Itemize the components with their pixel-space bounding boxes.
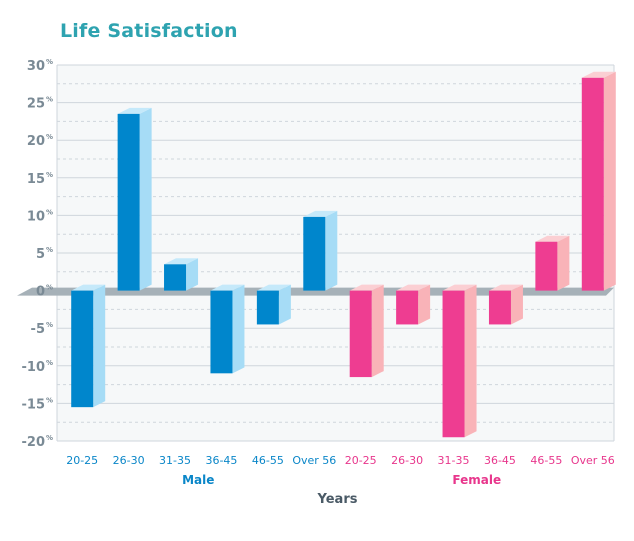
bar-female-over-56 (581, 77, 604, 291)
y-tick-label: 10 (27, 209, 45, 224)
y-tick-unit: % (46, 171, 53, 179)
y-tick-label: -10 (22, 360, 46, 375)
bar-top (117, 107, 152, 114)
bar-male-31-35 (164, 264, 187, 291)
bar-side (325, 210, 338, 291)
x-tick-label: 36-45 (205, 454, 237, 467)
bar-side (278, 284, 291, 325)
bar-top (164, 258, 199, 265)
bar-side (510, 284, 523, 325)
x-axis-title: Years (317, 492, 358, 507)
group-label-female: Female (452, 473, 501, 487)
bar-female-36-45 (488, 290, 511, 325)
x-tick-label: 20-25 (345, 454, 377, 467)
y-tick-unit: % (46, 246, 53, 254)
bar-top (303, 210, 338, 217)
bar-male-20-25 (71, 290, 94, 408)
y-tick-unit: % (46, 359, 53, 367)
x-tick-label: 20-25 (66, 454, 98, 467)
y-tick-label: 30 (27, 59, 45, 74)
bar-top (488, 284, 523, 291)
y-tick-unit: % (46, 133, 53, 141)
bar-female-46-55 (535, 241, 558, 291)
x-tick-label: 31-35 (159, 454, 191, 467)
x-tick-label: 46-55 (530, 454, 562, 467)
bar-side (232, 284, 245, 374)
bar-male-46-55 (256, 290, 279, 325)
y-tick-unit: % (46, 58, 53, 66)
y-tick-label: -15 (22, 397, 46, 412)
group-label-male: Male (182, 473, 214, 487)
bar-top (349, 284, 384, 291)
bar-side (418, 284, 431, 325)
chart-title: Life Satisfaction (60, 20, 238, 42)
bar-female-31-35 (442, 290, 465, 438)
bar-side (93, 284, 106, 408)
bar-side (603, 71, 616, 291)
bar-top (71, 284, 106, 291)
x-tick-label: 26-30 (391, 454, 423, 467)
bar-top (396, 284, 431, 291)
x-tick-label: 31-35 (438, 454, 470, 467)
y-tick-unit: % (46, 396, 53, 404)
y-tick-label: 15 (27, 172, 45, 187)
x-tick-label: Over 56 (571, 454, 615, 467)
x-tick-label: 36-45 (484, 454, 516, 467)
bar-top (535, 235, 570, 242)
bar-top (442, 284, 477, 291)
y-tick-unit: % (46, 208, 53, 216)
bar-female-20-25 (349, 290, 372, 378)
bar-side (139, 107, 152, 291)
x-tick-label: 26-30 (113, 454, 145, 467)
y-tick-label: -20 (22, 435, 46, 450)
bar-side (464, 284, 477, 438)
bar-top (256, 284, 291, 291)
x-tick-label: 46-55 (252, 454, 284, 467)
y-tick-unit: % (46, 284, 53, 292)
y-tick-unit: % (46, 321, 53, 329)
y-tick-label: 20 (27, 134, 45, 149)
y-tick-label: 0 (36, 285, 45, 300)
bar-side (371, 284, 384, 378)
bar-male-over-56 (303, 216, 326, 291)
bar-female-26-30 (396, 290, 419, 325)
bar-top (581, 71, 616, 78)
bar-side (186, 258, 199, 291)
y-tick-unit: % (46, 96, 53, 104)
y-tick-label: 5 (36, 247, 45, 262)
x-tick-label: Over 56 (292, 454, 336, 467)
bar-side (557, 235, 570, 291)
y-tick-label: -5 (31, 322, 45, 337)
y-tick-label: 25 (27, 97, 45, 112)
bar-male-26-30 (117, 113, 140, 291)
y-tick-unit: % (46, 434, 53, 442)
bar-male-36-45 (210, 290, 233, 374)
bar-top (210, 284, 245, 291)
